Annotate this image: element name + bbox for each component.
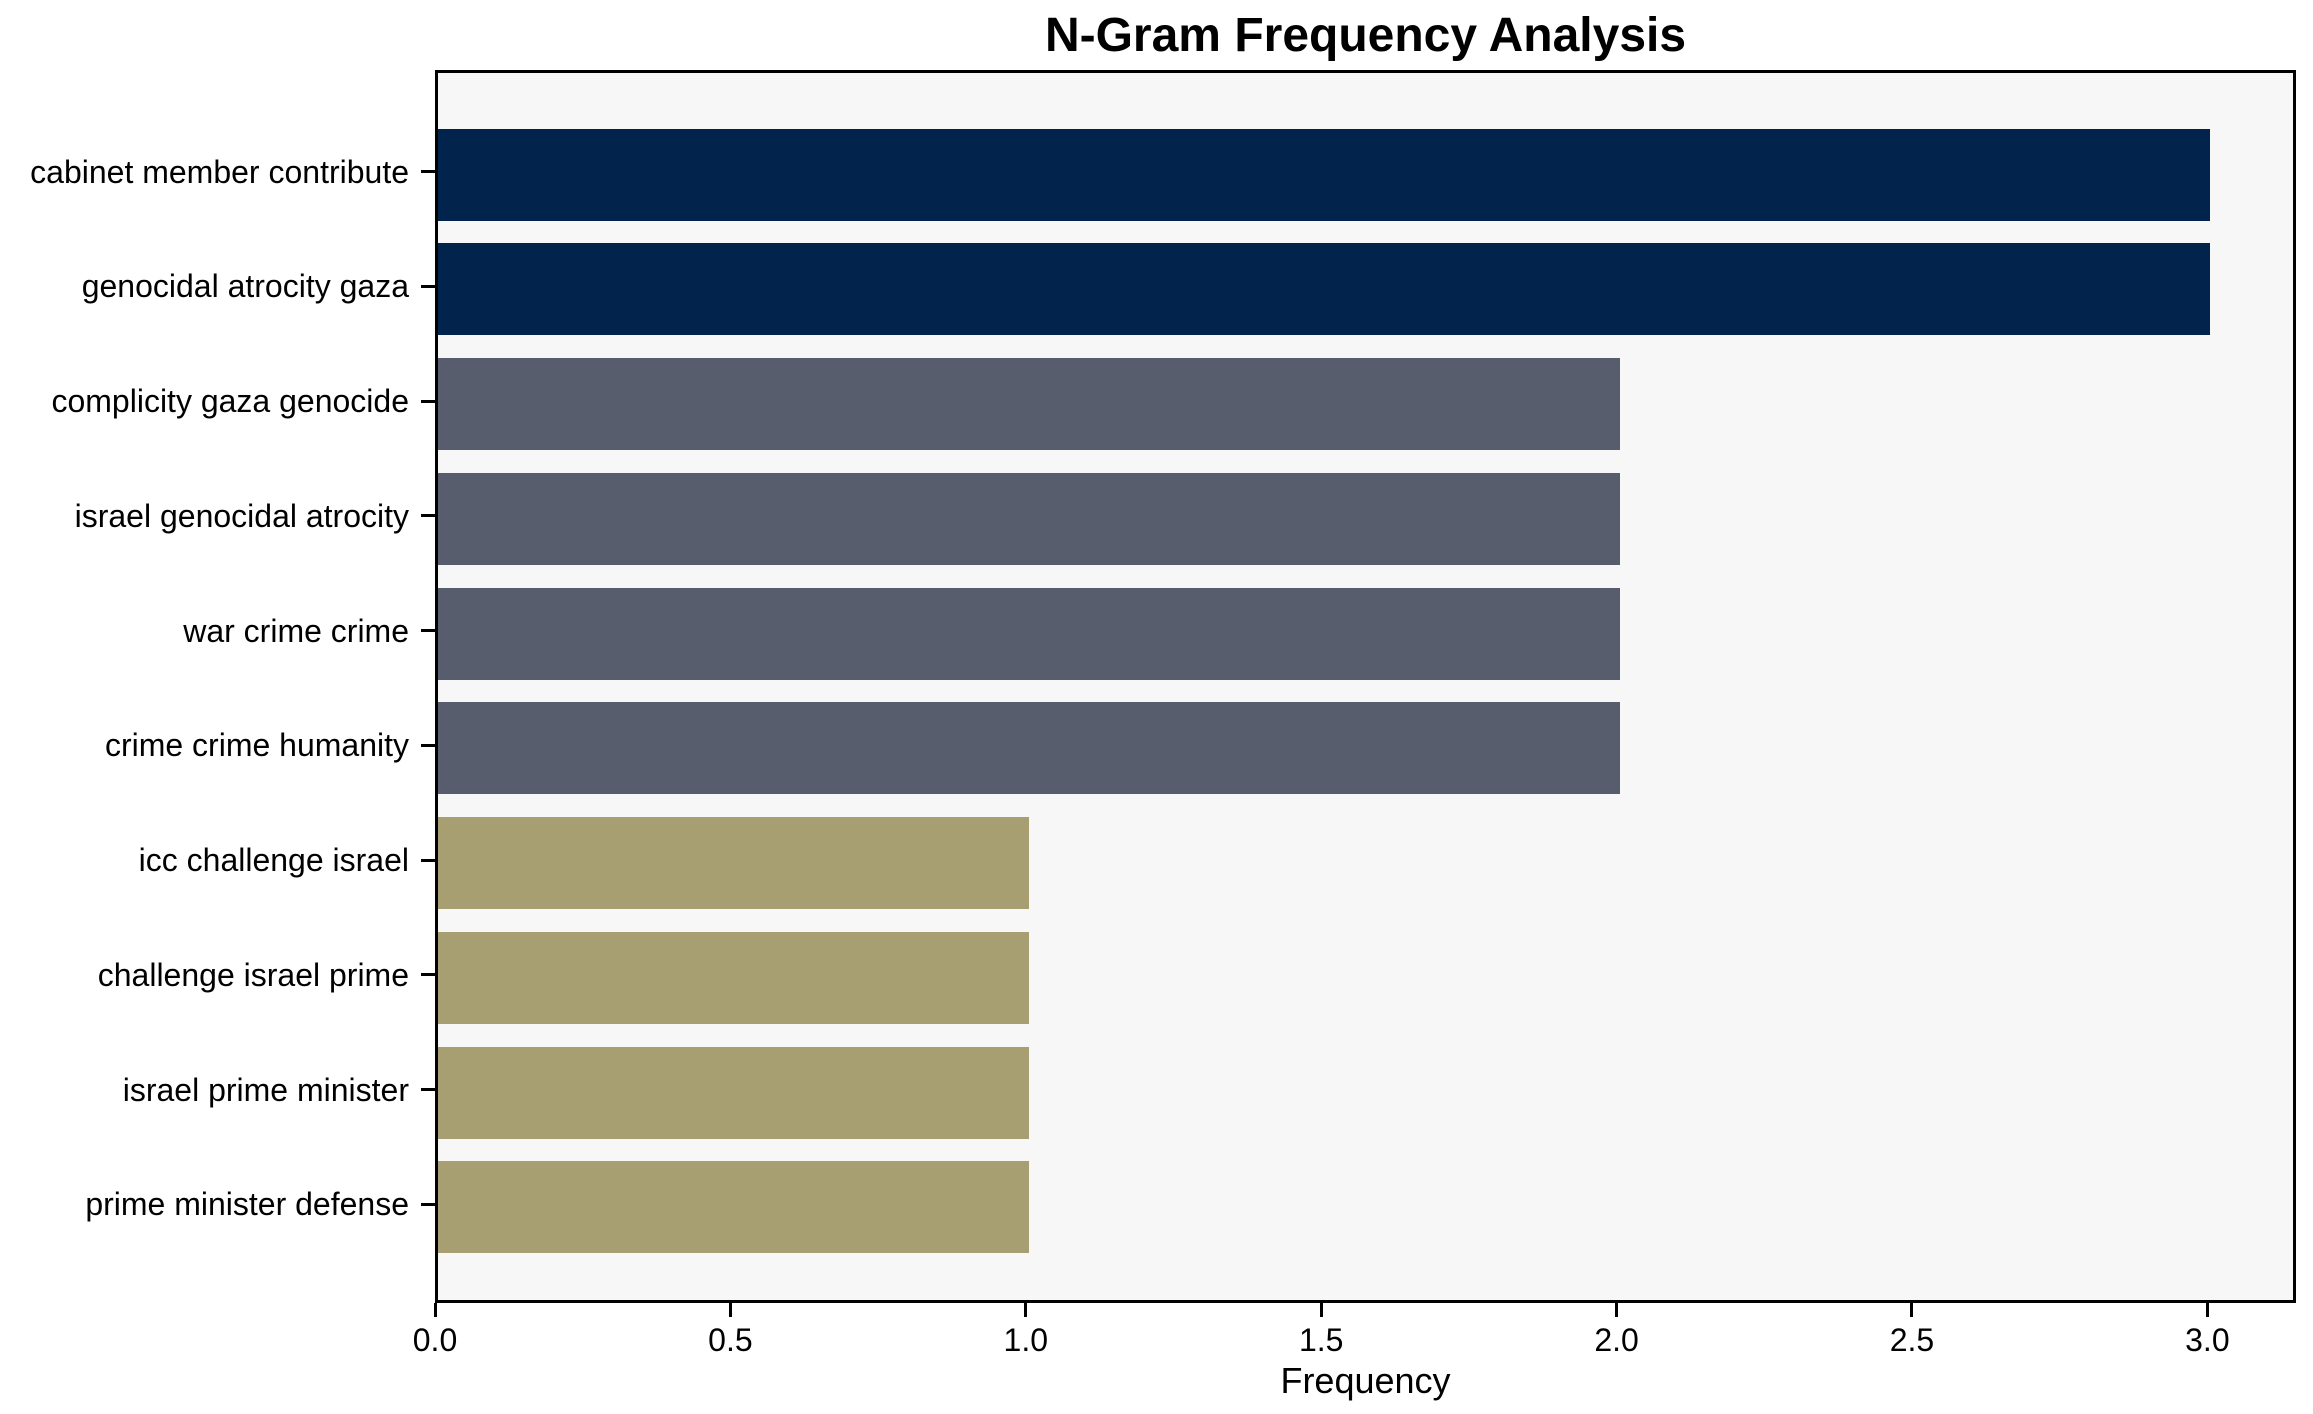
x-tick-label: 2.0 [1594, 1322, 1639, 1358]
y-tick-mark [421, 629, 435, 632]
x-tick-label: 3.0 [2185, 1322, 2230, 1358]
y-tick-label: crime crime humanity [104, 727, 409, 764]
y-tick-mark [421, 973, 435, 977]
chart-title: N-Gram Frequency Analysis [1044, 9, 1687, 62]
x-tick-mark [1615, 1303, 1619, 1317]
y-tick-label: israel prime minister [122, 1071, 409, 1108]
bar-israel-genocidal-atrocity [438, 472, 1620, 565]
y-tick-label: war crime crime [183, 612, 409, 649]
y-tick-label: genocidal atrocity gaza [81, 268, 409, 305]
y-tick-label: cabinet member contribute [30, 153, 409, 190]
x-tick-mark [1024, 1303, 1028, 1317]
y-tick-mark [421, 514, 435, 518]
bar-crime-crime-humanity [438, 702, 1620, 795]
x-tick-mark [1910, 1303, 1914, 1317]
bar-complicity-gaza-genocide [438, 358, 1620, 450]
y-tick-label: challenge israel prime [97, 956, 409, 993]
bar-war-crime-crime [438, 587, 1620, 680]
x-axis-label: Frequency [1280, 1360, 1451, 1401]
x-tick-mark [1319, 1303, 1323, 1317]
bar-israel-prime-minister [438, 1046, 1029, 1139]
y-tick-mark [421, 399, 435, 403]
x-tick-mark [433, 1303, 437, 1317]
y-tick-label: israel genocidal atrocity [74, 497, 409, 534]
x-tick-label: 0.5 [708, 1322, 753, 1358]
bar-icc-challenge-israel [438, 817, 1029, 909]
y-tick-mark [421, 1202, 435, 1206]
x-tick-mark [728, 1303, 732, 1317]
bar-challenge-israel-prime [438, 931, 1029, 1024]
y-tick-mark [421, 743, 435, 747]
bar-cabinet-member-contribute [438, 128, 2211, 221]
y-tick-mark [421, 170, 435, 173]
x-tick-mark [2205, 1303, 2209, 1317]
x-tick-label: 2.5 [1889, 1322, 1935, 1358]
bar-genocidal-atrocity-gaza [438, 243, 2211, 336]
y-tick-label: complicity gaza genocide [51, 383, 409, 419]
plot-area [435, 70, 2296, 1303]
y-tick-label: prime minister defense [85, 1186, 409, 1223]
bar-prime-minister-defense [438, 1161, 1029, 1254]
x-tick-label: 1.5 [1298, 1322, 1344, 1358]
x-tick-label: 1.0 [1003, 1322, 1049, 1358]
y-tick-mark [421, 284, 435, 288]
y-tick-label: icc challenge israel [138, 842, 409, 878]
y-tick-mark [421, 858, 435, 862]
x-tick-label: 0.0 [412, 1322, 458, 1358]
y-tick-mark [421, 1088, 435, 1091]
